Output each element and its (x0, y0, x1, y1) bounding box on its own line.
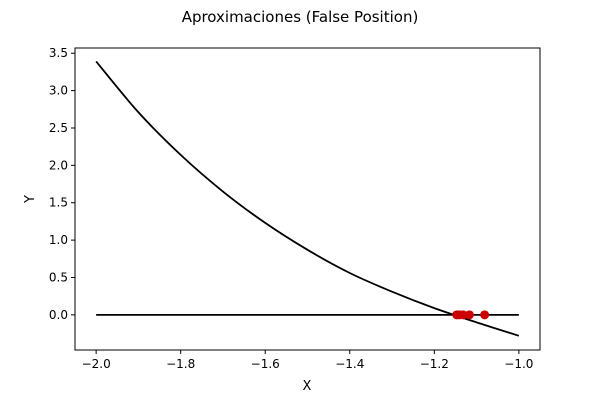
y-axis-label: Y (23, 195, 38, 204)
series-line-0 (95, 60, 520, 337)
plot-frame (74, 47, 541, 351)
x-tick-label: −1.0 (504, 357, 533, 371)
x-axis: −2.0 −1.8 −1.6 −1.4 −1.2 −1.0 (82, 350, 533, 371)
scatter-point (458, 310, 468, 320)
chart-title: Aproximaciones (False Position) (182, 8, 419, 26)
y-tick-label: 2.0 (49, 158, 68, 172)
plot-area (95, 60, 520, 337)
y-tick-label: 0.5 (49, 270, 68, 284)
x-axis-label: X (303, 379, 312, 394)
x-tick-label: −1.6 (251, 357, 280, 371)
x-tick-label: −1.8 (166, 357, 195, 371)
y-tick-label: 3.0 (49, 84, 68, 98)
y-axis: 0.0 0.5 1.0 1.5 2.0 2.5 3.0 3.5 (49, 46, 75, 322)
y-tick-label: 1.0 (49, 233, 68, 247)
scatter-point (464, 310, 474, 320)
x-tick-label: −1.2 (420, 357, 449, 371)
scatter-point (480, 310, 490, 320)
x-tick-label: −1.4 (335, 357, 364, 371)
y-tick-label: 1.5 (49, 196, 68, 210)
y-tick-label: 3.5 (49, 46, 68, 60)
x-tick-label: −2.0 (82, 357, 111, 371)
y-tick-label: 0.0 (49, 308, 68, 322)
y-tick-label: 2.5 (49, 121, 68, 135)
